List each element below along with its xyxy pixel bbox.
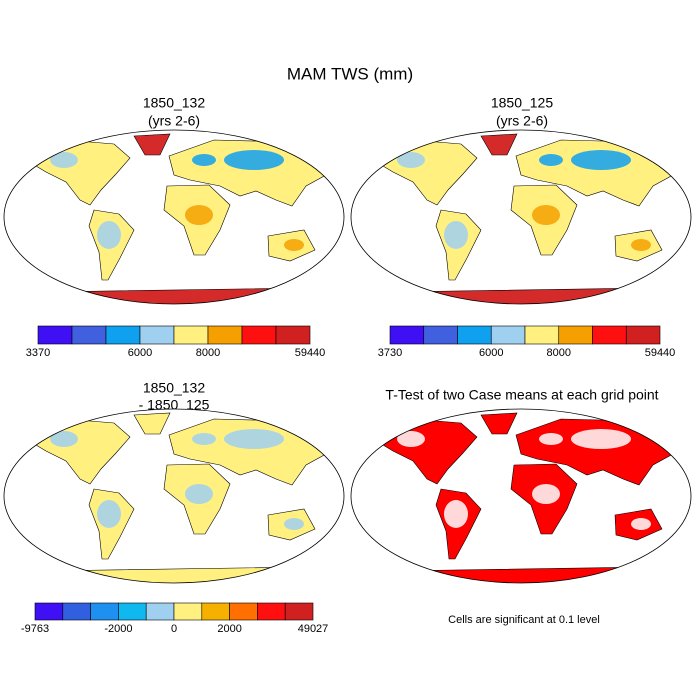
panel-title: T-Test of two Case means at each grid po… [385,387,658,403]
colorbar-label: 49027 [298,623,329,635]
colorbar-box [201,602,230,621]
colorbar-label: 6000 [479,347,503,359]
colorbar-box [118,602,147,621]
colorbar-label: -9763 [21,623,49,635]
map-content [13,412,337,583]
field-patch [50,431,78,447]
field-patch [532,205,560,225]
colorbar-label: 0 [171,623,177,635]
map [3,408,345,584]
colorbar-box [592,325,627,345]
colorbar-box [257,602,286,621]
map-border [350,408,692,584]
colorbar-box [275,325,311,345]
field-patch [539,154,563,166]
panel-title: 1850_125 [491,95,554,111]
colorbar-label: 59440 [645,347,676,359]
field-patch [185,205,213,225]
field-patch [532,484,560,504]
field-patch [571,150,631,170]
colorbar-label: 8000 [196,347,220,359]
colorbar-box [490,325,526,345]
field-patch [539,433,563,445]
panel-title: - 1850_125 [139,397,210,413]
colorbar-box [457,325,492,345]
field-patch [631,518,651,530]
colorbar-box [524,325,560,345]
field-patch [631,239,651,251]
colorbar-label: 59440 [295,347,326,359]
colorbar-box [284,602,314,621]
field-patch [185,484,213,504]
panel-title: (yrs 2-6) [496,113,548,129]
colorbar-box [558,325,593,345]
map-content [360,412,684,583]
map [350,129,692,305]
map [3,129,345,305]
colorbar-box [90,602,119,621]
map-border [3,129,345,305]
panel-title: (yrs 2-6) [148,113,200,129]
field-patch [284,239,304,251]
colorbar-box [34,602,64,621]
panel-title: 1850_132 [143,380,206,396]
field-patch [444,221,468,249]
colorbar-label: 3370 [26,347,50,359]
field-patch [224,150,284,170]
colorbar-label: 8000 [547,347,571,359]
colorbar-box [71,325,107,345]
field-patch [97,221,121,249]
map-border [3,408,345,584]
colorbar-box [625,325,661,345]
field-patch [224,429,284,449]
panel-note: Cells are significant at 0.1 level [448,614,600,626]
colorbar-box [207,325,243,345]
field-patch [571,429,631,449]
field-patch [192,433,216,445]
field-patch [192,154,216,166]
field-patch [50,152,78,168]
colorbar-box [173,602,203,621]
map-content [360,133,684,304]
colorbar-box [389,325,425,345]
colorbar-box [423,325,458,345]
panel-title: 1850_132 [143,95,206,111]
colorbar-box [229,602,258,621]
colorbar-box [37,325,73,345]
colorbar-box [173,325,209,345]
colorbar-label: -2000 [104,623,132,635]
colorbar-box [145,602,175,621]
colorbar-label: 3730 [378,347,402,359]
field-patch [397,152,425,168]
field-patch [397,431,425,447]
map-content [13,133,337,304]
colorbar-label: 6000 [128,347,152,359]
colorbar-box [105,325,141,345]
map-border [350,129,692,305]
colorbar-box [241,325,277,345]
field-patch [284,518,304,530]
colorbar-box [139,325,175,345]
colorbar-box [62,602,91,621]
colorbar-label: 2000 [217,623,241,635]
field-patch [97,500,121,528]
figure-title: MAM TWS (mm) [287,64,413,83]
field-patch [444,500,468,528]
map [350,408,692,584]
